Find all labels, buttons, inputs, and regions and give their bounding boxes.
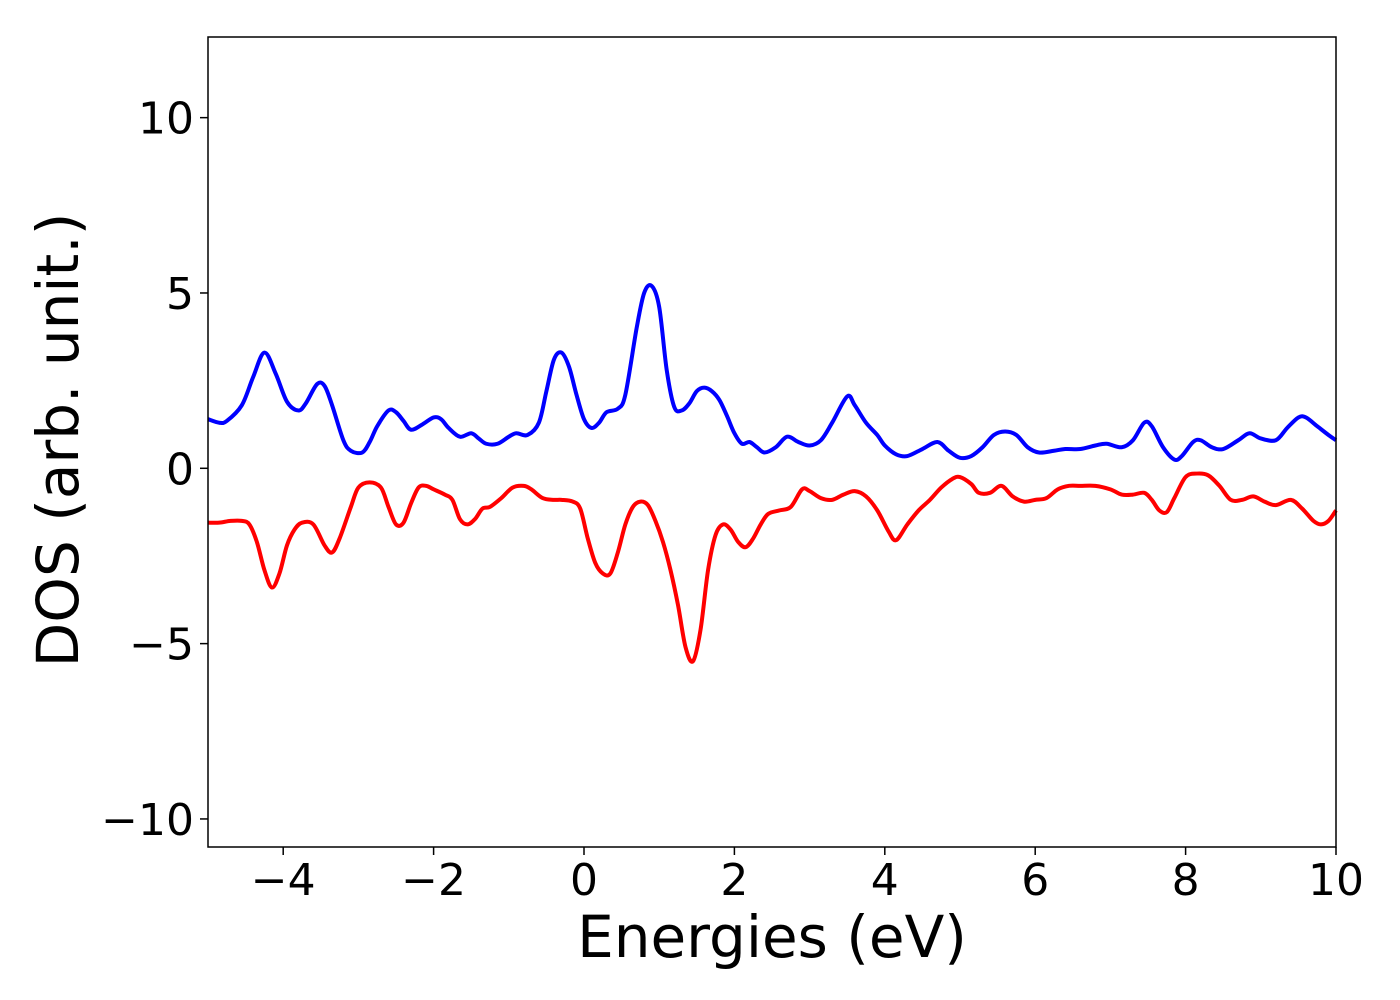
y-tick-label: 0	[166, 444, 194, 495]
x-tick-label: 0	[570, 855, 598, 906]
y-axis-ticks: −10 −5 0 5 10	[101, 94, 208, 846]
y-tick-label: −5	[129, 620, 194, 671]
x-tick-label: −4	[251, 855, 316, 906]
dos-series-line-1	[207, 283, 1338, 463]
x-axis-label: Energies (eV)	[577, 903, 967, 971]
x-axis-ticks: −4 −2 0 2 4 6 8 10	[251, 847, 1364, 906]
y-tick-label: −10	[101, 795, 194, 846]
x-tick-label: 6	[1021, 855, 1049, 906]
x-tick-label: 2	[720, 855, 748, 906]
y-axis-label: DOS (arb. unit.)	[24, 213, 92, 668]
x-tick-label: 10	[1308, 855, 1364, 906]
plot-area-frame	[207, 36, 1337, 848]
x-tick-label: 8	[1172, 855, 1200, 906]
dos-series-line-2	[207, 471, 1338, 664]
x-tick-label: −2	[401, 855, 466, 906]
y-tick-label: 5	[166, 269, 194, 320]
x-tick-label: 4	[871, 855, 899, 906]
series-layer	[207, 283, 1338, 664]
y-tick-label: 10	[138, 94, 194, 145]
